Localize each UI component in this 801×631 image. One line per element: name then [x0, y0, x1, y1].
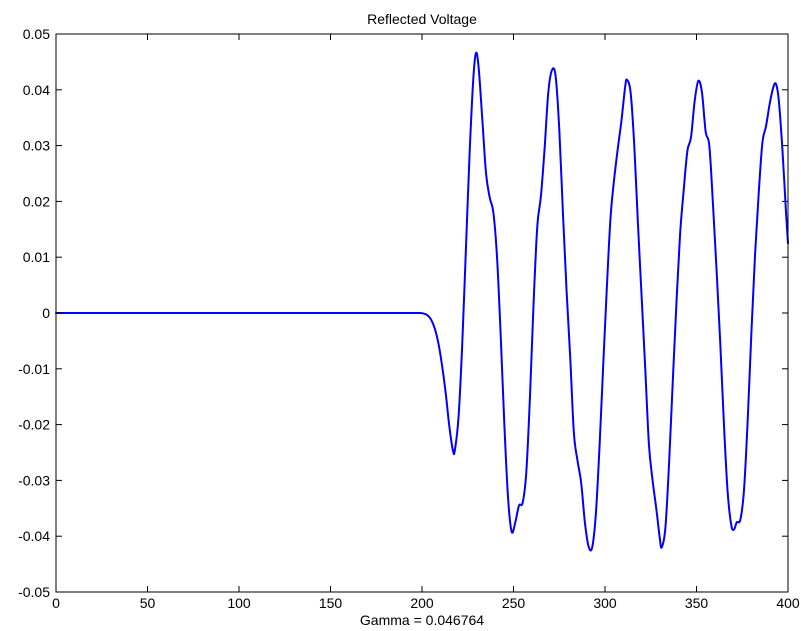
chart-title: Reflected Voltage: [367, 11, 477, 27]
y-axis: 0.05 0.04 0.03 0.02 0.01 0 -0.01 -0.02 -0.03 -0.0…: [18, 26, 788, 600]
series-line: [55, 51, 789, 552]
y-tick-label: -0.03: [18, 472, 50, 488]
x-tick-label: 150: [319, 595, 343, 611]
x-tick-label: 400: [776, 595, 800, 611]
x-tick-label: 200: [410, 595, 434, 611]
y-tick-label: -0.02: [18, 417, 50, 433]
series-layer: [55, 51, 789, 552]
x-axis: 0 50 100 150 200 250 300 350 400: [52, 34, 800, 611]
x-tick-label: 50: [140, 595, 156, 611]
y-tick-label: 0.01: [23, 249, 50, 265]
x-axis-label: Gamma = 0.046764: [360, 612, 484, 628]
x-tick-label: 300: [593, 595, 617, 611]
x-tick-label: 250: [502, 595, 526, 611]
x-tick-label: 100: [227, 595, 251, 611]
y-tick-label: 0: [42, 305, 50, 321]
y-tick-label: -0.04: [18, 528, 50, 544]
y-tick-label: -0.01: [18, 361, 50, 377]
y-tick-label: 0.02: [23, 193, 50, 209]
y-tick-label: 0.03: [23, 138, 50, 154]
y-tick-label: 0.05: [23, 26, 50, 42]
y-tick-label: 0.04: [23, 82, 50, 98]
x-tick-label: 0: [52, 595, 60, 611]
x-tick-label: 350: [685, 595, 709, 611]
y-tick-label: -0.05: [18, 584, 50, 600]
